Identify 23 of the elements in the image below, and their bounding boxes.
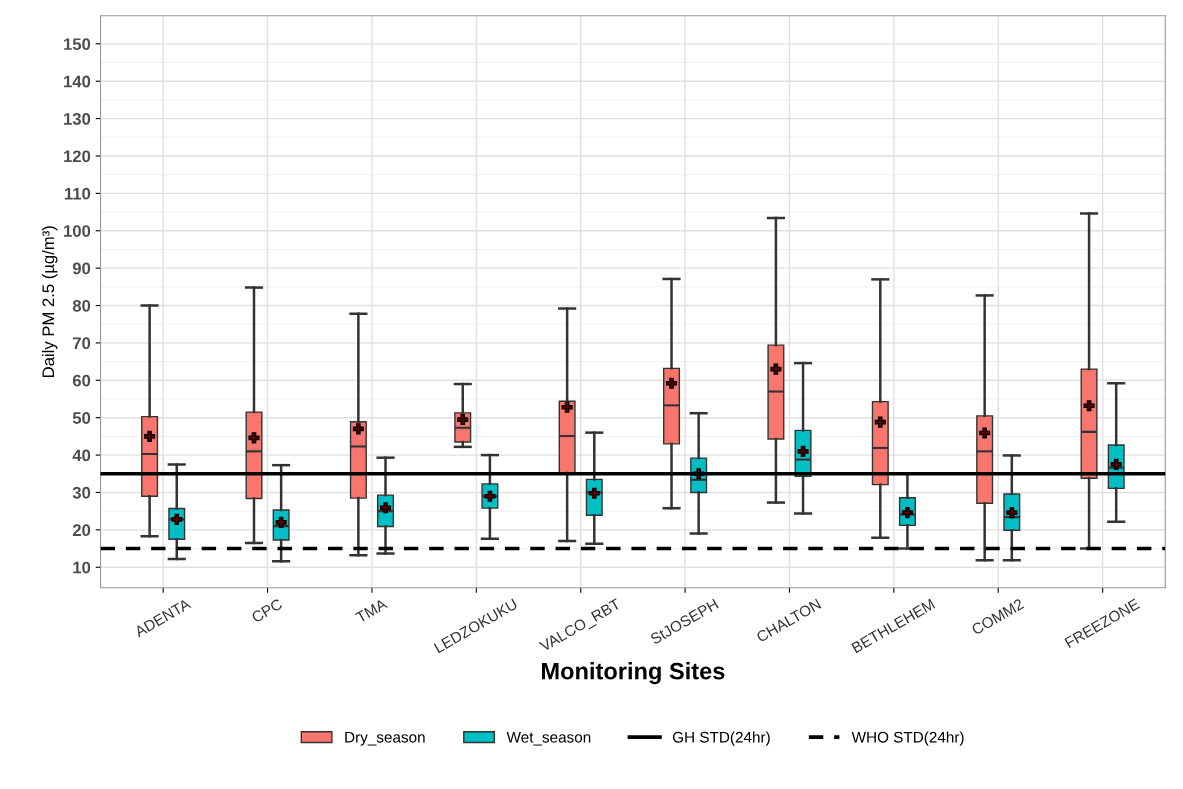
x-axis-title: Monitoring Sites [542,662,725,685]
y-tick-label: 70 [73,337,91,350]
legend-label: WHO STD(24hr) [851,731,964,746]
legend-label: Wet_season [506,731,591,746]
y-tick-label: 90 [72,262,91,275]
y-tick-label: 100 [64,225,91,237]
y-tick-label: 130 [64,113,91,125]
y-axis-title: Daily PM 2.5 (µg/m³) [41,226,58,377]
y-tick-label: 80 [72,299,91,312]
y-tick-label: 110 [64,187,91,200]
y-tick-label: 60 [72,374,91,387]
legend-label: Dry_season [345,731,425,746]
legend-label: GH STD(24hr) [672,731,770,746]
y-tick-label: 50 [72,412,91,424]
y-tick-label: 40 [72,449,91,462]
y-tick-label: 140 [64,75,91,88]
x-tick-label: CPC [250,598,284,623]
y-tick-label: 120 [64,150,91,163]
x-tick-label: TMA [355,598,388,624]
y-tick-label: 10 [73,561,91,574]
y-tick-label: 20 [72,524,91,537]
y-tick-label: 150 [64,38,91,51]
y-tick-label: 30 [72,486,91,499]
